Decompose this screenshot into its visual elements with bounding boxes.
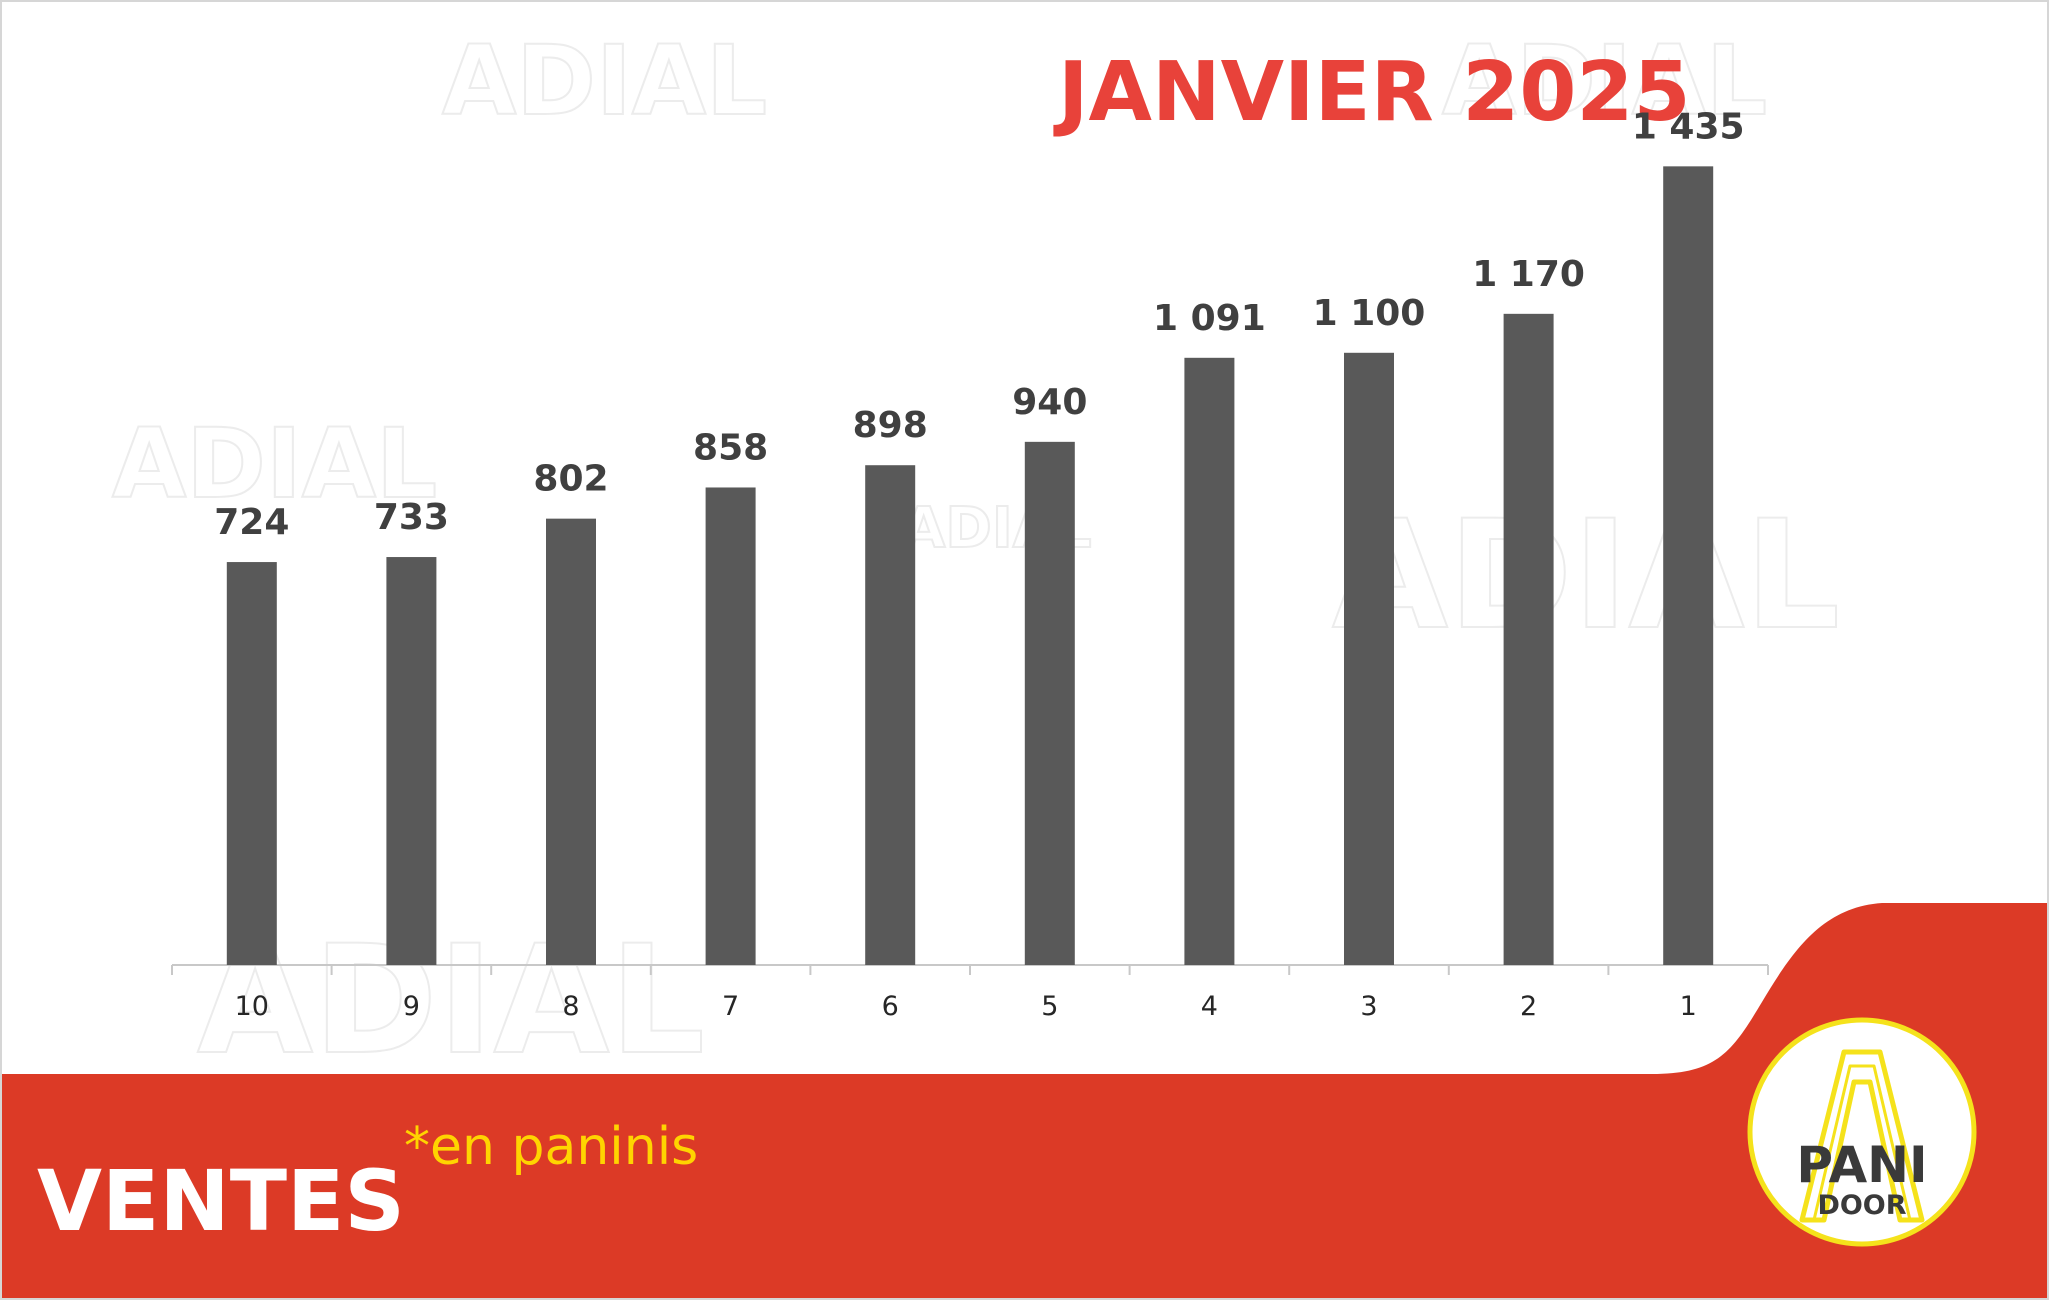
bar-4 <box>1184 357 1235 965</box>
data-label-10: 724 <box>214 502 289 543</box>
x-tick-label-10: 10 <box>235 991 269 1022</box>
ventes-label: VENTES <box>37 1152 405 1250</box>
logo-text-door: DOOR <box>1817 1190 1906 1221</box>
watermark-text: ADIAL <box>112 408 437 520</box>
x-tick-label-1: 1 <box>1680 991 1697 1022</box>
data-label-1: 1 435 <box>1632 106 1745 147</box>
bar-8 <box>546 518 596 965</box>
logo-text-pani: PANI <box>1796 1136 1927 1194</box>
x-tick-label-7: 7 <box>722 991 739 1022</box>
bar-10 <box>226 562 277 965</box>
data-label-9: 733 <box>374 497 449 538</box>
bar-9 <box>386 557 437 965</box>
bar-2 <box>1503 313 1554 965</box>
bar-series <box>226 166 1714 966</box>
x-tick-label-8: 8 <box>562 991 579 1022</box>
data-label-3: 1 100 <box>1313 293 1426 334</box>
data-label-2: 1 170 <box>1472 254 1585 295</box>
x-tick-label-3: 3 <box>1360 991 1377 1022</box>
x-tick-label-9: 9 <box>403 991 420 1022</box>
data-label-6: 898 <box>853 405 928 446</box>
watermark-text: ADIAL <box>1332 489 1840 663</box>
x-tick-label-2: 2 <box>1520 991 1537 1022</box>
watermark-text: ADIAL <box>197 914 705 1088</box>
footer-banner <box>2 903 2047 1298</box>
data-label-4: 1 091 <box>1153 298 1266 339</box>
bar-7 <box>705 487 756 965</box>
bar-3 <box>1344 352 1394 965</box>
x-axis-ticks <box>171 965 1769 975</box>
x-tick-label-5: 5 <box>1041 991 1058 1022</box>
data-label-7: 858 <box>693 427 768 468</box>
data-label-5: 940 <box>1012 382 1087 423</box>
data-label-8: 802 <box>533 459 608 500</box>
x-tick-label-6: 6 <box>882 991 899 1022</box>
x-tick-label-4: 4 <box>1201 991 1218 1022</box>
units-note: *en paninis <box>404 1117 698 1177</box>
bar-1 <box>1663 166 1714 966</box>
watermark-text: ADIAL <box>1442 25 1767 137</box>
x-axis-tick-labels: 10 9 8 7 6 5 4 3 2 1 <box>235 991 1697 1022</box>
data-labels: 724 733 802 858 898 940 1 091 1 100 1 170 1 435 <box>214 106 1744 543</box>
bar-5 <box>1024 441 1075 965</box>
watermark-text: ADIAL <box>442 25 767 137</box>
chart-title: JANVIER 2025 <box>1053 45 1691 140</box>
bar-6 <box>865 465 916 965</box>
panidoor-logo: PANI DOOR <box>1747 1017 1977 1247</box>
